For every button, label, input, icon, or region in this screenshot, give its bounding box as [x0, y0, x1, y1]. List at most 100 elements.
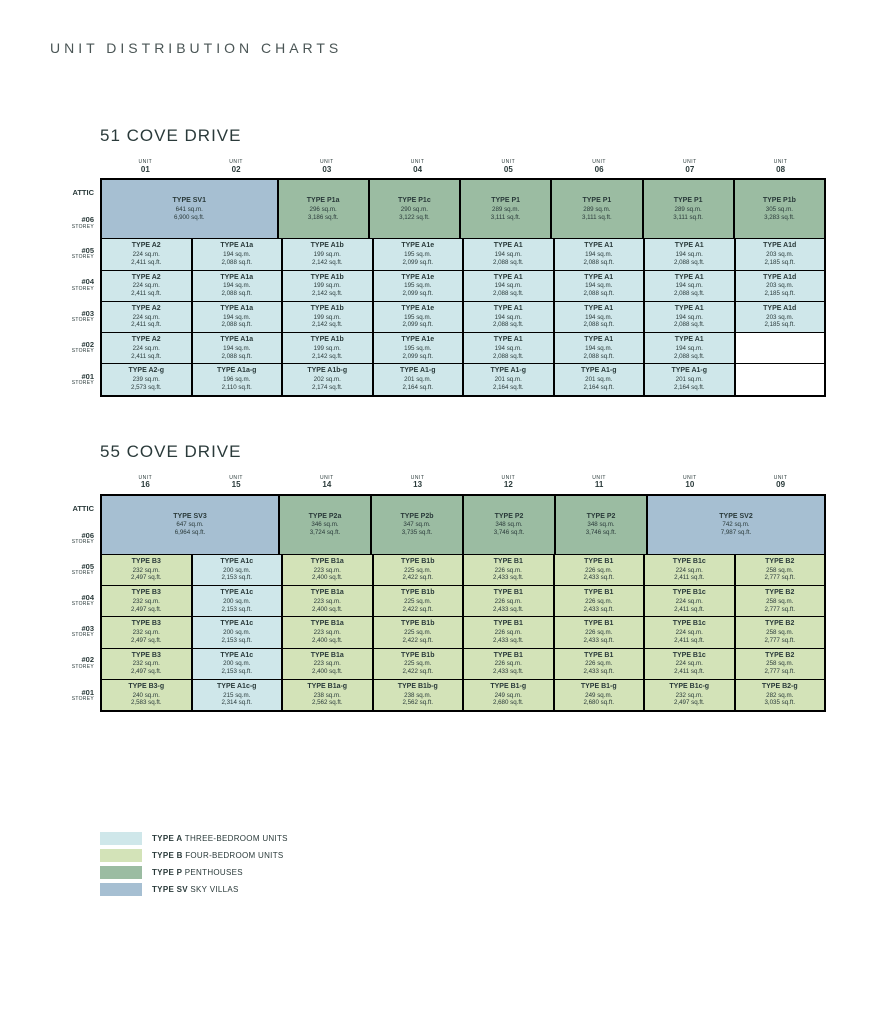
unit-cell: TYPE B1-g249 sq.m.2,680 sq.ft.: [555, 679, 646, 712]
unit-cell: TYPE A1c200 sq.m.2,153 sq.ft.: [193, 648, 284, 679]
unit-header: UNIT10: [645, 476, 736, 494]
unit-cell: TYPE A1e195 sq.m.2,099 sq.ft.: [374, 301, 465, 332]
unit-cell: TYPE A1b199 sq.m.2,142 sq.ft.: [283, 270, 374, 301]
unit-cell: TYPE B1c224 sq.m.2,411 sq.ft.: [645, 616, 736, 647]
unit-header-row: UNIT16UNIT15UNIT14UNIT13UNIT12UNIT11UNIT…: [100, 476, 826, 494]
storey-cells: TYPE B3232 sq.m.2,497 sq.ft.TYPE A1c200 …: [100, 585, 826, 616]
storey-cells: TYPE B3232 sq.m.2,497 sq.ft.TYPE A1c200 …: [100, 648, 826, 679]
storey-cells: TYPE A2224 sq.m.2,411 sq.ft.TYPE A1a194 …: [100, 238, 826, 269]
unit-cell: TYPE B1b225 sq.m.2,422 sq.ft.: [374, 585, 465, 616]
unit-header: UNIT01: [100, 160, 191, 178]
storey-row: #05STOREYTYPE B3232 sq.m.2,497 sq.ft.TYP…: [50, 554, 826, 585]
storey-label: #03STOREY: [50, 616, 100, 647]
storey-cells: TYPE A2224 sq.m.2,411 sq.ft.TYPE A1a194 …: [100, 270, 826, 301]
storey-cells: TYPE A2224 sq.m.2,411 sq.ft.TYPE A1a194 …: [100, 332, 826, 363]
storey-row: #02STOREYTYPE B3232 sq.m.2,497 sq.ft.TYP…: [50, 648, 826, 679]
storey-row: #03STOREYTYPE B3232 sq.m.2,497 sq.ft. TYP…: [50, 616, 826, 647]
attic-storey-labels: ATTIC#06STOREY: [50, 178, 100, 238]
attic-cells: TYPE SV3647 sq.m.6,964 sq.ft.TYPE P2a346…: [100, 494, 826, 554]
unit-cell: TYPE B1226 sq.m.2,433 sq.ft.: [555, 554, 646, 585]
unit-cell: TYPE A1c-g215 sq.m.2,314 sq.ft.: [193, 679, 284, 712]
unit-header: UNIT13: [372, 476, 463, 494]
unit-cell: TYPE A2224 sq.m.2,411 sq.ft.: [102, 301, 193, 332]
unit-cell: TYPE P1289 sq.m.3,111 sq.ft.: [644, 178, 735, 238]
unit-cell: TYPE A1a194 sq.m.2,088 sq.ft.: [193, 238, 284, 269]
unit-cell: TYPE A1e195 sq.m.2,099 sq.ft.: [374, 238, 465, 269]
unit-cell: TYPE B2258 sq.m.2,777 sq.ft.: [736, 554, 827, 585]
storey-label: #06STOREY: [50, 208, 100, 238]
chart-section: 51 COVE DRIVEUNIT01UNIT02UNIT03UNIT04UNI…: [50, 126, 826, 397]
storey-row: #05STOREYTYPE A2224 sq.m.2,411 sq.ft.TYP…: [50, 238, 826, 269]
storey-cells: TYPE B3-g240 sq.m.2,583 sq.ft.TYPE A1c-g…: [100, 679, 826, 712]
attic-row: ATTIC#06STOREYTYPE SV3647 sq.m.6,964 sq.…: [50, 494, 826, 554]
unit-cell: TYPE B1226 sq.m.2,433 sq.ft.: [555, 616, 646, 647]
unit-header-row: UNIT01UNIT02UNIT03UNIT04UNIT05UNIT06UNIT…: [100, 160, 826, 178]
unit-cell: [736, 332, 827, 363]
unit-cell: TYPE A2224 sq.m.2,411 sq.ft.: [102, 238, 193, 269]
storey-row: #01STOREYTYPE B3-g240 sq.m.2,583 sq.ft.T…: [50, 679, 826, 712]
unit-header: UNIT08: [735, 160, 826, 178]
storey-label: #04STOREY: [50, 270, 100, 301]
unit-cell: TYPE B1c224 sq.m.2,411 sq.ft.: [645, 648, 736, 679]
unit-header: UNIT16: [100, 476, 191, 494]
unit-cell: TYPE P1a296 sq.m.3,186 sq.ft.: [279, 178, 370, 238]
storey-label: #06STOREY: [50, 524, 100, 554]
storey-label: #02STOREY: [50, 332, 100, 363]
unit-cell: TYPE B1226 sq.m.2,433 sq.ft.: [555, 648, 646, 679]
unit-cell: TYPE B2258 sq.m.2,777 sq.ft.: [736, 648, 827, 679]
unit-cell: TYPE A1194 sq.m.2,088 sq.ft.: [464, 270, 555, 301]
unit-cell: TYPE B3232 sq.m.2,497 sq.ft.: [102, 648, 193, 679]
unit-cell: TYPE B1c-g232 sq.m.2,497 sq.ft.: [645, 679, 736, 712]
unit-cell: [736, 363, 827, 396]
unit-cell: TYPE B1a223 sq.m.2,400 sq.ft.: [283, 585, 374, 616]
legend: TYPE A THREE-BEDROOM UNITS TYPE B FOUR-BE…: [100, 832, 826, 896]
unit-cell: TYPE P1289 sq.m.3,111 sq.ft.: [461, 178, 552, 238]
unit-cell: TYPE B3232 sq.m.2,497 sq.ft.: [102, 616, 193, 647]
legend-row: TYPE SV SKY VILLAS: [100, 883, 826, 896]
unit-cell: TYPE P2348 sq.m.3,746 sq.ft.: [464, 494, 556, 554]
storey-cells: TYPE B3232 sq.m.2,497 sq.ft.TYPE A1c200 …: [100, 554, 826, 585]
unit-cell: TYPE A1a194 sq.m.2,088 sq.ft.: [193, 301, 284, 332]
unit-cell: TYPE P2b347 sq.m.3,735 sq.ft.: [372, 494, 464, 554]
unit-cell: TYPE B1a223 sq.m.2,400 sq.ft.: [283, 554, 374, 585]
unit-cell: TYPE B1b225 sq.m.2,422 sq.ft.: [374, 648, 465, 679]
unit-cell: TYPE A1b-g202 sq.m.2,174 sq.ft.: [283, 363, 374, 396]
unit-cell: TYPE A1d203 sq.m.2,185 sq.ft.: [736, 301, 827, 332]
unit-cell: TYPE A1a-g196 sq.m.2,110 sq.ft.: [193, 363, 284, 396]
unit-header: UNIT02: [191, 160, 282, 178]
legend-row: TYPE P PENTHOUSES: [100, 866, 826, 879]
unit-cell: TYPE A1-g201 sq.m.2,164 sq.ft.: [464, 363, 555, 396]
unit-cell: TYPE A1a194 sq.m.2,088 sq.ft.: [193, 332, 284, 363]
unit-cell: TYPE A1a194 sq.m.2,088 sq.ft.: [193, 270, 284, 301]
unit-cell: TYPE B2-g282 sq.m.3,035 sq.ft.: [736, 679, 827, 712]
storey-row: #04STOREYTYPE A2224 sq.m.2,411 sq.ft.TYP…: [50, 270, 826, 301]
unit-cell: TYPE B1226 sq.m.2,433 sq.ft.: [464, 554, 555, 585]
legend-row: TYPE B FOUR-BEDROOM UNITS: [100, 849, 826, 862]
unit-header: UNIT06: [554, 160, 645, 178]
storey-label: ATTIC: [50, 494, 100, 524]
storey-cells: TYPE A2224 sq.m.2,411 sq.ft.TYPE A1a194 …: [100, 301, 826, 332]
unit-cell: TYPE A1d203 sq.m.2,185 sq.ft.: [736, 270, 827, 301]
unit-cell: TYPE A1c200 sq.m.2,153 sq.ft.: [193, 585, 284, 616]
unit-cell: TYPE A1e195 sq.m.2,099 sq.ft.: [374, 332, 465, 363]
unit-cell: TYPE SV2742 sq.m.7,987 sq.ft.: [648, 494, 826, 554]
unit-cell: TYPE B1-g249 sq.m.2,680 sq.ft.: [464, 679, 555, 712]
storey-label: #01STOREY: [50, 363, 100, 396]
unit-cell: TYPE A1194 sq.m.2,088 sq.ft.: [645, 238, 736, 269]
unit-cell: TYPE B1c224 sq.m.2,411 sq.ft.: [645, 554, 736, 585]
unit-cell: TYPE A1-g201 sq.m.2,164 sq.ft.: [374, 363, 465, 396]
unit-cell: TYPE B1b-g238 sq.m.2,562 sq.ft.: [374, 679, 465, 712]
storey-label: #05STOREY: [50, 238, 100, 269]
unit-cell: TYPE A1-g201 sq.m.2,164 sq.ft.: [555, 363, 646, 396]
page-heading: UNIT DISTRIBUTION CHARTS: [50, 40, 826, 56]
unit-cell: TYPE A1b199 sq.m.2,142 sq.ft.: [283, 332, 374, 363]
storey-label: #04STOREY: [50, 585, 100, 616]
unit-cell: TYPE B1226 sq.m.2,433 sq.ft.: [464, 616, 555, 647]
storey-label: #02STOREY: [50, 648, 100, 679]
legend-label: TYPE A THREE-BEDROOM UNITS: [152, 834, 288, 843]
unit-cell: TYPE B2258 sq.m.2,777 sq.ft.: [736, 585, 827, 616]
legend-swatch: [100, 883, 142, 896]
legend-swatch: [100, 849, 142, 862]
unit-header: UNIT03: [282, 160, 373, 178]
unit-cell: TYPE SV1641 sq.m.6,900 sq.ft.: [102, 178, 279, 238]
